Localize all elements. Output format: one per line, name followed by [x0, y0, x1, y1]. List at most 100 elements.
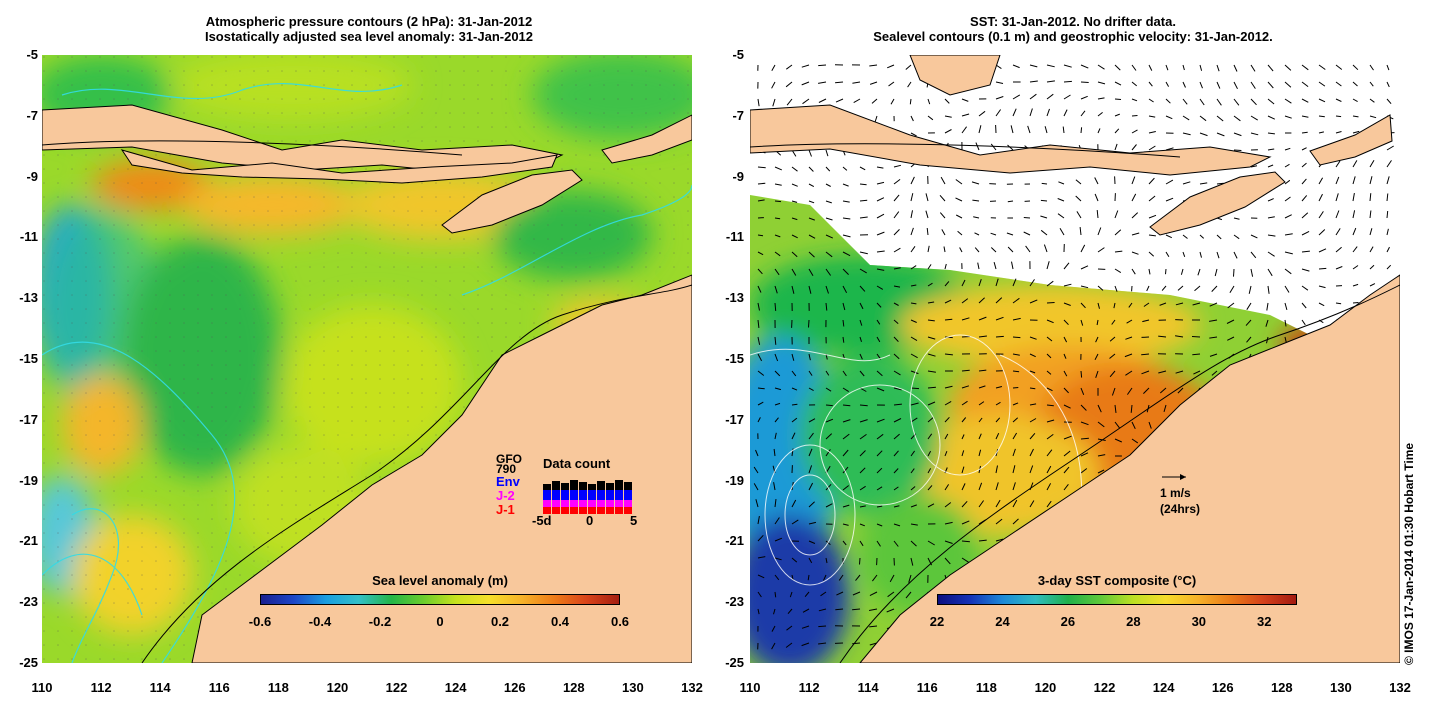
histogram-bar [561, 483, 569, 490]
velocity-vector [1284, 302, 1288, 311]
velocity-vector [1352, 81, 1358, 87]
velocity-vector [1029, 465, 1034, 474]
velocity-vector [1352, 115, 1359, 118]
velocity-vector [757, 302, 760, 311]
velocity-vector [972, 199, 980, 202]
velocity-vector [1386, 64, 1390, 71]
velocity-vector [978, 449, 982, 457]
velocity-vector [774, 353, 779, 362]
velocity-vector [791, 519, 799, 525]
velocity-vector [1097, 469, 1105, 474]
left-title-line2: Isostatically adjusted sea level anomaly… [204, 29, 534, 44]
velocity-vector [774, 285, 778, 294]
velocity-vector [791, 557, 798, 563]
velocity-vector [1058, 181, 1065, 185]
velocity-vector [1029, 299, 1038, 304]
sea-level-anomaly-map[interactable] [42, 55, 692, 663]
velocity-vector [876, 302, 882, 308]
histogram-bar [561, 490, 569, 500]
velocity-vector [774, 591, 777, 598]
velocity-vector [925, 193, 929, 202]
velocity-vector [978, 433, 982, 440]
velocity-vector [1267, 81, 1274, 89]
velocity-vector [773, 608, 776, 615]
velocity-vector [757, 199, 765, 202]
velocity-vector [1246, 336, 1252, 343]
velocity-vector [1114, 143, 1118, 151]
velocity-vector [1369, 159, 1375, 168]
velocity-vector [1029, 336, 1037, 340]
velocity-vector [1165, 98, 1171, 104]
velocity-vector [943, 246, 946, 253]
velocity-vector [1233, 251, 1238, 259]
velocity-vector [1041, 182, 1048, 185]
velocity-vector [1165, 147, 1174, 151]
velocity-vector [888, 81, 895, 87]
velocity-vector [1233, 268, 1235, 277]
velocity-vector [1097, 302, 1100, 309]
velocity-vector [757, 251, 764, 256]
velocity-vector [1335, 210, 1340, 219]
velocity-vector [842, 485, 850, 491]
velocity-vector [893, 302, 899, 306]
velocity-vector [1386, 228, 1389, 236]
lon-tick: 118 [267, 680, 289, 695]
velocity-vector [1080, 437, 1089, 440]
velocity-vector [825, 449, 831, 457]
velocity-vector [1233, 115, 1241, 122]
histogram-bar [588, 507, 596, 514]
lon-tick: 116 [916, 680, 938, 695]
velocity-vector [825, 370, 830, 376]
velocity-vector [1143, 302, 1150, 307]
sst-velocity-map[interactable] [750, 55, 1400, 663]
data-count-labels: GFO 790 Env J-2 J-1 [496, 453, 522, 517]
velocity-vector [1165, 251, 1170, 258]
velocity-vector [1284, 268, 1292, 275]
velocity-vector [825, 200, 832, 204]
velocity-vector [1012, 317, 1021, 321]
velocity-vector [1229, 285, 1235, 294]
velocity-vector [978, 279, 982, 287]
velocity-vector [859, 319, 863, 326]
velocity-vector [905, 591, 912, 599]
label-env: Env [496, 474, 520, 489]
colorbar-tick: 28 [1126, 614, 1141, 629]
velocity-vector [1040, 199, 1048, 202]
velocity-vector [835, 98, 844, 103]
velocity-vector [1182, 181, 1191, 185]
velocity-vector [887, 591, 895, 598]
velocity-vector [1131, 115, 1138, 117]
velocity-vector [995, 432, 1000, 440]
velocity-vector [791, 251, 798, 258]
velocity-vector [876, 250, 885, 253]
velocity-vector [855, 574, 861, 581]
velocity-vector [1369, 81, 1374, 87]
velocity-vector [774, 234, 781, 238]
velocity-vector [852, 608, 861, 611]
velocity-vector [774, 336, 777, 345]
velocity-vector [995, 401, 1001, 406]
lon-tick: 132 [681, 680, 703, 695]
velocity-vector [1165, 197, 1174, 202]
colorbar-tick: 0.2 [490, 614, 510, 629]
velocity-vector [1352, 246, 1358, 253]
label-j1: J-1 [496, 502, 515, 517]
velocity-vector [808, 501, 815, 508]
velocity-vector [1012, 499, 1018, 508]
velocity-vector [859, 336, 862, 342]
velocity-vector [1267, 64, 1274, 72]
velocity-vector [1199, 251, 1202, 258]
velocity-vector [910, 468, 915, 474]
velocity-vector [995, 499, 1001, 508]
velocity-vector [757, 608, 760, 615]
velocity-vector [893, 229, 900, 236]
velocity-vector [1158, 335, 1167, 338]
velocity-vector [1126, 387, 1133, 395]
velocity-vector [1148, 195, 1156, 202]
label-790: 790 [496, 462, 517, 476]
velocity-vector [910, 557, 914, 566]
velocity-vector [1097, 285, 1104, 291]
velocity-vector [876, 336, 881, 343]
velocity-vector [1318, 64, 1326, 70]
velocity-vector [771, 625, 776, 632]
